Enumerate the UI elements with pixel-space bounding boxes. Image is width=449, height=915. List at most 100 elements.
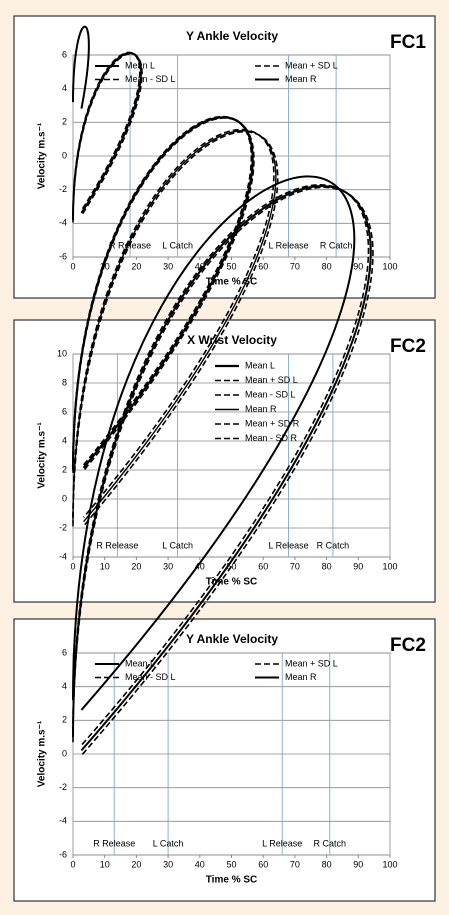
series-line	[72, 131, 279, 527]
legend-label: Mean R	[285, 672, 317, 682]
x-tick-label: 90	[353, 859, 363, 869]
x-tick-label: 70	[290, 261, 300, 271]
panel-background	[13, 618, 436, 902]
series-line	[72, 185, 372, 752]
legend-label: Mean - SD L	[245, 389, 296, 399]
panel-background	[13, 319, 436, 603]
x-axis-label: Time % SC	[206, 577, 258, 588]
y-tick-label: 2	[62, 464, 67, 474]
y-tick-label: -4	[59, 218, 67, 228]
legend-label: Mean - SD L	[125, 672, 176, 682]
legend-label: Mean + SD L	[285, 60, 338, 70]
y-axis-label: Velocity m.s⁻¹	[37, 422, 48, 489]
x-tick-label: 60	[258, 859, 268, 869]
y-tick-label: -2	[59, 782, 67, 792]
event-label: R Release	[93, 838, 135, 848]
x-tick-label: 70	[290, 859, 300, 869]
x-axis-label: Time % SC	[206, 875, 258, 886]
x-tick-label: 40	[195, 859, 205, 869]
chart-title: X Wrist Velocity	[187, 333, 277, 347]
x-tick-label: 30	[163, 561, 173, 571]
x-tick-label: 20	[131, 859, 141, 869]
y-tick-label: -6	[59, 849, 67, 859]
panel-label: FC2	[390, 635, 426, 656]
event-label: R Catch	[314, 838, 347, 848]
y-tick-label: -2	[59, 184, 67, 194]
legend-label: Mean R	[285, 74, 317, 84]
x-tick-label: 30	[163, 261, 173, 271]
y-tick-label: 8	[62, 377, 67, 387]
x-tick-label: 80	[322, 859, 332, 869]
series-line	[72, 51, 141, 218]
legend-label: Mean - SD R	[245, 433, 298, 443]
x-tick-label: 30	[163, 859, 173, 869]
y-axis-label: Velocity m.s⁻¹	[37, 122, 48, 189]
y-tick-label: 0	[62, 748, 67, 758]
legend-label: Mean - SD L	[125, 74, 176, 84]
x-tick-label: 50	[226, 859, 236, 869]
x-tick-label: 40	[195, 261, 205, 271]
legend-label: Mean + SD R	[245, 418, 300, 428]
series-line	[72, 25, 90, 109]
y-tick-label: 2	[62, 117, 67, 127]
x-tick-label: 0	[70, 261, 75, 271]
series-line	[72, 128, 275, 518]
x-tick-label: 20	[131, 561, 141, 571]
x-tick-label: 100	[382, 859, 397, 869]
series-line	[72, 115, 253, 468]
y-tick-label: 4	[62, 83, 67, 93]
event-label: L Release	[268, 240, 308, 250]
x-tick-label: 60	[258, 261, 268, 271]
event-label: L Catch	[153, 838, 184, 848]
x-tick-label: 20	[131, 261, 141, 271]
x-tick-label: 0	[70, 561, 75, 571]
y-tick-label: 6	[62, 406, 67, 416]
legend-label: Mean L	[245, 360, 275, 370]
x-tick-label: 50	[226, 261, 236, 271]
series-line	[72, 186, 374, 756]
y-tick-label: 4	[62, 681, 67, 691]
x-tick-label: 90	[353, 561, 363, 571]
x-tick-label: 10	[100, 561, 110, 571]
event-label: L Catch	[162, 240, 193, 250]
series-line	[72, 52, 143, 223]
x-tick-label: 0	[70, 859, 75, 869]
event-label: R Catch	[320, 240, 353, 250]
x-axis-label: Time % SC	[206, 277, 258, 288]
legend-label: Mean R	[245, 404, 277, 414]
y-tick-label: -4	[59, 551, 67, 561]
x-tick-label: 70	[290, 561, 300, 571]
x-tick-label: 80	[322, 561, 332, 571]
panel-background	[13, 15, 436, 299]
event-label: L Release	[262, 838, 302, 848]
event-label: L Catch	[162, 540, 193, 550]
panel-label: FC2	[390, 336, 426, 357]
y-tick-label: 10	[57, 348, 67, 358]
series-line	[72, 130, 277, 523]
legend-label: Mean L	[125, 60, 155, 70]
x-tick-label: 60	[258, 561, 268, 571]
y-tick-label: 2	[62, 715, 67, 725]
x-tick-label: 90	[353, 261, 363, 271]
x-tick-label: 10	[100, 859, 110, 869]
chart-title: Y Ankle Velocity	[186, 29, 278, 43]
x-tick-label: 100	[382, 561, 397, 571]
legend-label: Mean + SD L	[245, 375, 298, 385]
event-label: L Release	[268, 540, 308, 550]
y-tick-label: -4	[59, 816, 67, 826]
series-line	[72, 175, 356, 711]
x-tick-label: 80	[322, 261, 332, 271]
y-tick-label: 0	[62, 150, 67, 160]
y-tick-label: 6	[62, 647, 67, 657]
y-tick-label: -6	[59, 251, 67, 261]
y-tick-label: 4	[62, 435, 67, 445]
y-tick-label: -2	[59, 522, 67, 532]
x-tick-label: 40	[195, 561, 205, 571]
series-line	[72, 117, 255, 473]
event-label: R Release	[96, 540, 138, 550]
